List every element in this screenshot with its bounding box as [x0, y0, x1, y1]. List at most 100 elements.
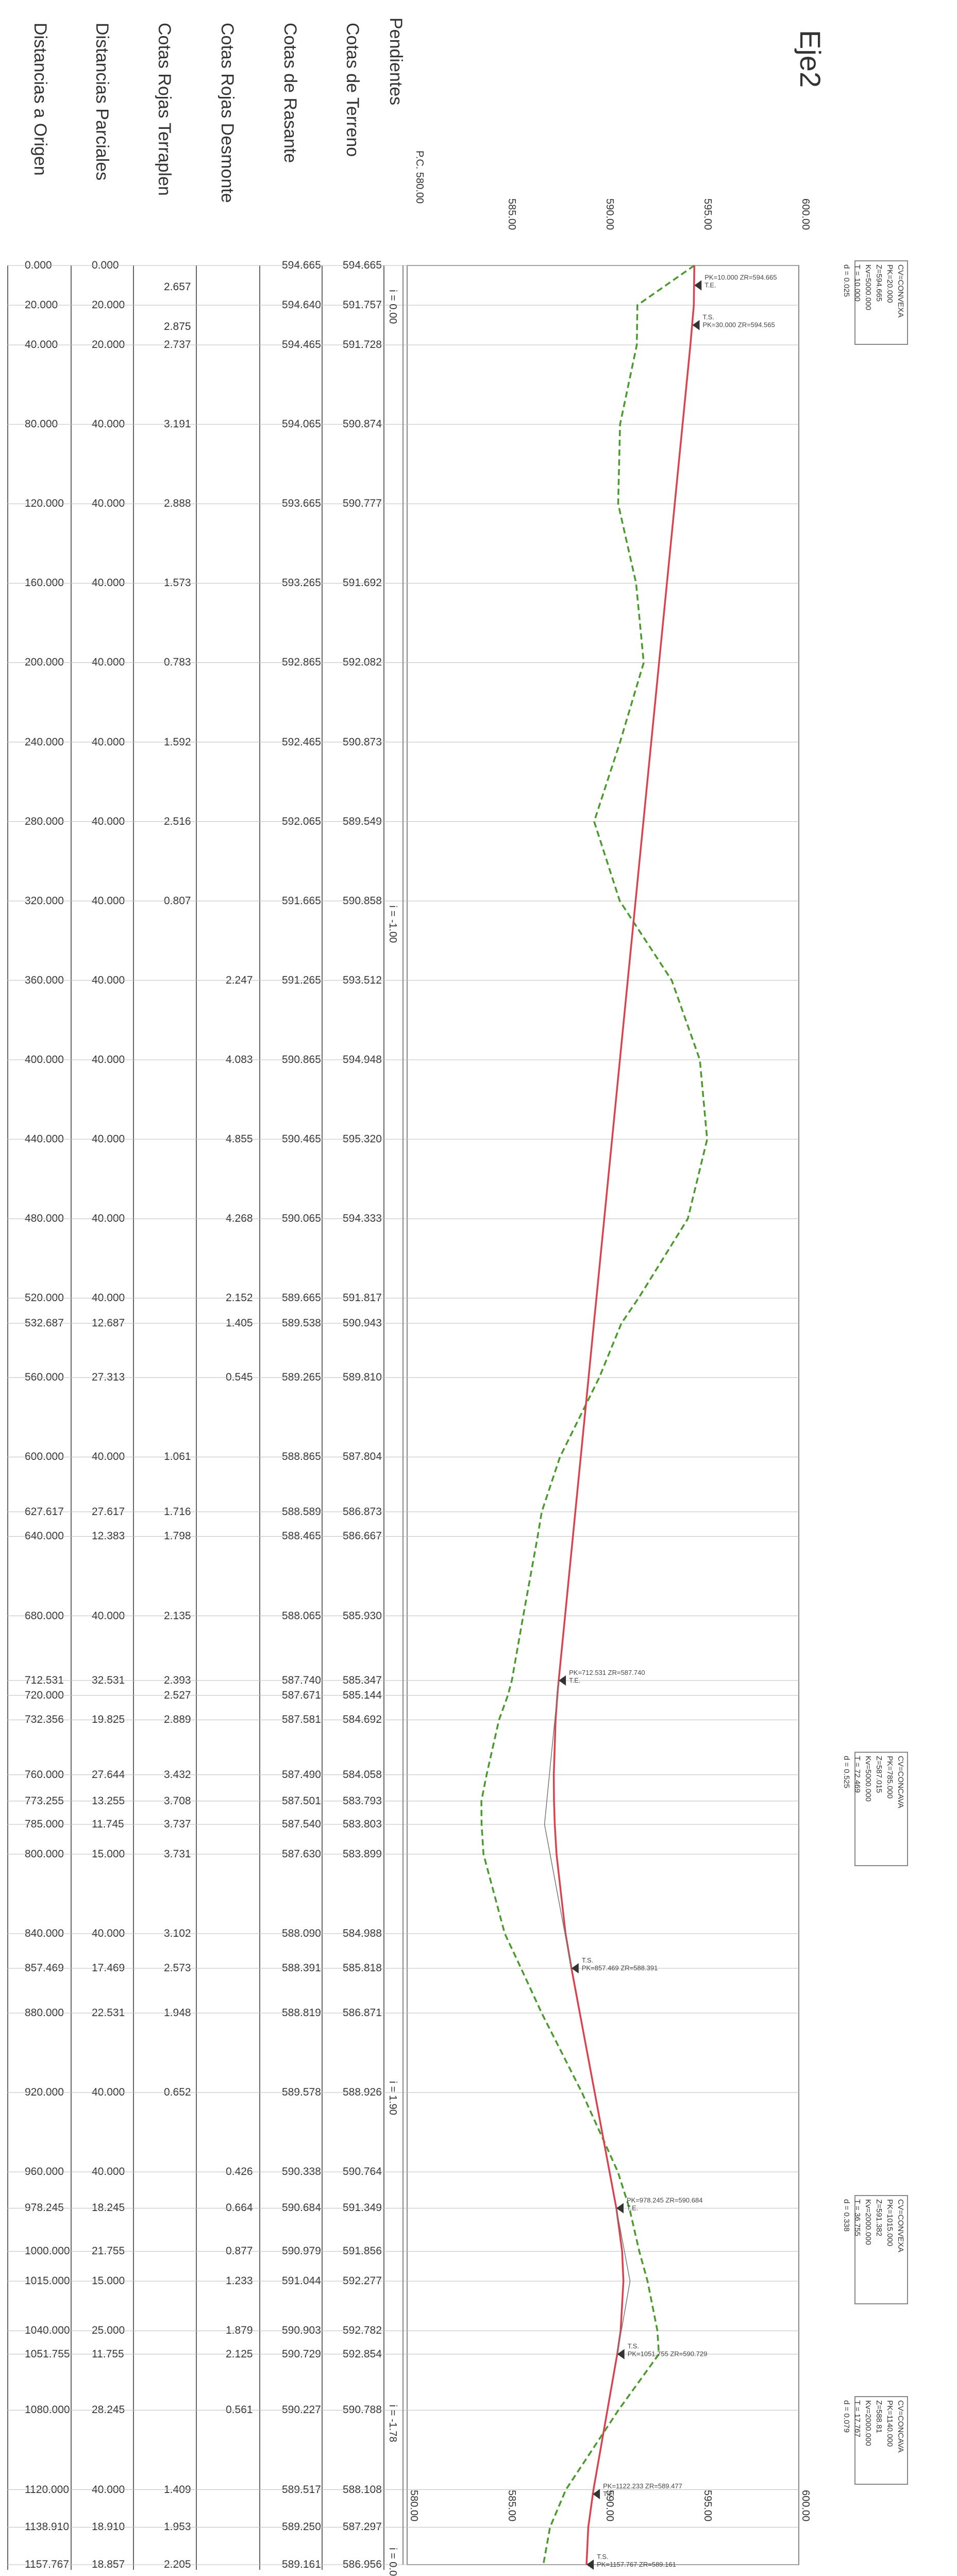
terrain-elevation-cell: 588.108 [343, 2483, 382, 2496]
pc-label: P.C. 580.00 [414, 151, 425, 204]
terrain-elevation-cell: 585.930 [343, 1609, 382, 1622]
rasante-elevation-cell: 593.265 [282, 577, 321, 589]
distance-origin-cell: 120.000 [25, 497, 64, 510]
partial-distance-cell: 40.000 [92, 1292, 125, 1304]
partial-distance-cell: 32.531 [92, 1674, 125, 1686]
partial-distance-cell: 27.617 [92, 1505, 125, 1518]
curve-parameter: PK=1140.000 [885, 2400, 894, 2447]
curve-parameter: d = 0.338 [842, 2199, 851, 2232]
rasante-elevation-cell: 593.665 [282, 497, 321, 510]
distance-origin-cell: 560.000 [25, 1371, 64, 1384]
rasante-elevation-cell: 590.465 [282, 1133, 321, 1145]
rasante-elevation-cell: 592.465 [282, 736, 321, 748]
elevation-axis-label: 595.00 [702, 198, 713, 230]
distance-origin-cell: 40.000 [25, 339, 58, 351]
rasante-elevation-cell: 590.065 [282, 1212, 321, 1225]
terrain-elevation-cell: 587.297 [343, 2521, 382, 2533]
column-divider [71, 265, 72, 2570]
terrain-elevation-cell: 590.858 [343, 894, 382, 907]
terraplen-cell: 1.409 [164, 2483, 191, 2496]
terrain-elevation-cell: 590.874 [343, 418, 382, 430]
terrain-profile-line [480, 264, 708, 2565]
terrain-elevation-cell: 592.782 [343, 2324, 382, 2337]
rasante-elevation-cell: 590.729 [282, 2348, 321, 2360]
terrain-elevation-cell: 595.320 [343, 1133, 382, 1145]
desmonte-cell: 1.405 [226, 1317, 253, 1329]
rasante-elevation-cell: 587.490 [282, 1768, 321, 1781]
marker-label: T.E. [627, 2204, 638, 2212]
distance-origin-cell: 200.000 [25, 656, 64, 669]
rasante-elevation-cell: 591.044 [282, 2275, 321, 2287]
partial-distance-cell: 40.000 [92, 2483, 125, 2496]
terraplen-cell: 2.737 [164, 339, 191, 351]
rasante-elevation-cell: 590.865 [282, 1053, 321, 1066]
desmonte-cell: 4.855 [226, 1133, 253, 1145]
distance-origin-cell: 80.000 [25, 418, 58, 430]
terraplen-cell: 1.592 [164, 736, 191, 748]
row-header-distancias-origen: Distancias a Origen [30, 23, 50, 176]
marker-label: T.E. [569, 1676, 580, 1684]
terraplen-cell: 2.516 [164, 815, 191, 827]
marker-label: PK=1051.755 ZR=590.729 [628, 2350, 708, 2358]
terrain-elevation-cell: 585.144 [343, 1689, 382, 1701]
partial-distance-cell: 40.000 [92, 2166, 125, 2178]
terrain-elevation-cell: 591.728 [343, 339, 382, 351]
rasante-profile-line [552, 265, 696, 2565]
rasante-elevation-cell: 594.640 [282, 299, 321, 311]
terrain-elevation-cell: 590.777 [343, 497, 382, 510]
elevation-axis-label: 585.00 [506, 2490, 517, 2521]
terrain-elevation-cell: 591.817 [343, 1292, 382, 1304]
terrain-elevation-cell: 583.803 [343, 1818, 382, 1830]
distance-origin-cell: 627.617 [25, 1505, 64, 1518]
terrain-elevation-cell: 589.549 [343, 815, 382, 827]
curve-parameter: CV=CONCAVA [896, 2400, 905, 2453]
rasante-elevation-cell: 588.391 [282, 1962, 321, 1974]
rasante-elevation-cell: 590.227 [282, 2404, 321, 2416]
rasante-elevation-cell: 588.589 [282, 1505, 321, 1518]
elevation-axis-label: 590.00 [604, 2490, 615, 2521]
column-divider [196, 265, 197, 2570]
terrain-elevation-cell: 594.333 [343, 1212, 382, 1225]
distance-origin-cell: 400.000 [25, 1053, 64, 1066]
terrain-elevation-cell: 584.692 [343, 1714, 382, 1726]
partial-distance-cell: 15.000 [92, 2275, 125, 2287]
terrain-elevation-cell: 589.810 [343, 1371, 382, 1384]
partial-distance-cell: 15.000 [92, 1848, 125, 1860]
distance-origin-cell: 760.000 [25, 1768, 64, 1781]
marker-flag-icon [593, 2489, 600, 2500]
terraplen-cell: 3.731 [164, 1848, 191, 1860]
column-divider [322, 265, 323, 2570]
terrain-elevation-cell: 594.948 [343, 1053, 382, 1066]
terraplen-cell: 0.807 [164, 894, 191, 907]
rasante-elevation-cell: 591.665 [282, 894, 321, 907]
partial-distance-cell: 11.745 [92, 1818, 124, 1830]
curve-parameter: T = 10.000 [853, 264, 862, 302]
distance-origin-cell: 773.255 [25, 1794, 64, 1807]
desmonte-cell: 1.879 [226, 2324, 253, 2337]
terraplen-cell: 3.737 [164, 1818, 191, 1830]
rasante-elevation-cell: 587.740 [282, 1674, 321, 1686]
terraplen-cell: 2.657 [164, 281, 191, 293]
partial-distance-cell: 12.687 [92, 1317, 125, 1329]
distance-origin-cell: 240.000 [25, 736, 64, 748]
terrain-elevation-cell: 583.899 [343, 1848, 382, 1860]
rasante-elevation-cell: 588.465 [282, 1530, 321, 1542]
distance-origin-cell: 600.000 [25, 1451, 64, 1463]
partial-distance-cell: 12.383 [92, 1530, 125, 1542]
column-divider [383, 265, 384, 2570]
distance-origin-cell: 520.000 [25, 1292, 64, 1304]
terrain-elevation-cell: 591.757 [343, 299, 382, 311]
partial-distance-cell: 17.469 [92, 1962, 125, 1974]
terrain-elevation-cell: 592.082 [343, 656, 382, 669]
partial-distance-cell: 40.000 [92, 974, 125, 986]
rasante-elevation-cell: 592.865 [282, 656, 321, 669]
partial-distance-cell: 40.000 [92, 656, 125, 669]
marker-label: T.E. [704, 281, 716, 289]
pendiente-label: i = -1.78 [387, 2405, 398, 2442]
marker-flag-icon [586, 2560, 594, 2570]
terrain-elevation-cell: 585.818 [343, 1962, 382, 1974]
terrain-elevation-cell: 591.692 [343, 577, 382, 589]
partial-distance-cell: 40.000 [92, 1609, 125, 1622]
